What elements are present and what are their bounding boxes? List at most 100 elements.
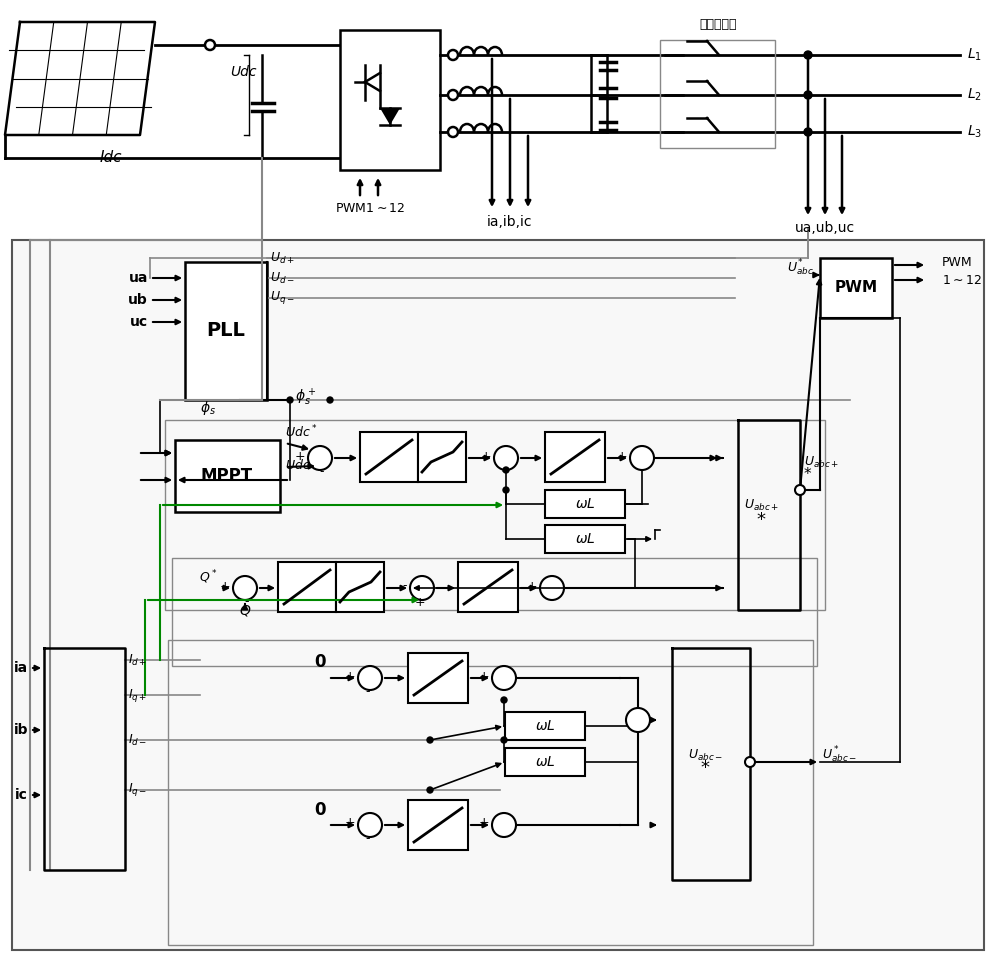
Text: MPPT: MPPT bbox=[201, 467, 253, 485]
Circle shape bbox=[358, 666, 382, 690]
Text: $I_{q-}$: $I_{q-}$ bbox=[128, 782, 147, 798]
Circle shape bbox=[287, 397, 293, 403]
Bar bbox=[545, 525, 625, 553]
Bar bbox=[165, 420, 825, 610]
Text: ia,ib,ic: ia,ib,ic bbox=[487, 215, 533, 229]
Text: ia: ia bbox=[14, 661, 28, 675]
Text: $\omega L$: $\omega L$ bbox=[535, 719, 555, 733]
Bar bbox=[336, 562, 384, 612]
Circle shape bbox=[630, 446, 654, 470]
Bar bbox=[408, 653, 468, 703]
Bar bbox=[660, 40, 775, 148]
Circle shape bbox=[448, 90, 458, 100]
Text: $\omega L$: $\omega L$ bbox=[575, 497, 595, 511]
Text: $L_2$: $L_2$ bbox=[967, 87, 982, 103]
Text: $U_{d+}$: $U_{d+}$ bbox=[270, 251, 295, 265]
Text: 0: 0 bbox=[314, 801, 326, 819]
Text: $U_{abc-}$: $U_{abc-}$ bbox=[688, 747, 722, 763]
Text: ib: ib bbox=[14, 723, 28, 737]
Text: $Q^*$: $Q^*$ bbox=[199, 568, 218, 586]
Text: $L_3$: $L_3$ bbox=[967, 123, 982, 140]
Bar bbox=[505, 748, 585, 776]
Text: $U_{abc+}$: $U_{abc+}$ bbox=[804, 454, 839, 469]
Text: ic: ic bbox=[15, 788, 28, 802]
Bar bbox=[12, 240, 984, 950]
Text: 0: 0 bbox=[314, 653, 326, 671]
Text: ua: ua bbox=[129, 271, 148, 285]
Text: ub: ub bbox=[128, 293, 148, 307]
Bar bbox=[458, 562, 518, 612]
Text: -: - bbox=[502, 466, 506, 478]
Circle shape bbox=[410, 576, 434, 600]
Text: $Udc^*$: $Udc^*$ bbox=[285, 424, 317, 441]
Text: +: + bbox=[478, 670, 489, 683]
Text: PWM: PWM bbox=[834, 281, 878, 296]
Text: *: * bbox=[700, 759, 710, 777]
Text: +: + bbox=[526, 579, 537, 593]
Bar bbox=[418, 432, 466, 482]
Text: 交流接触器: 交流接触器 bbox=[699, 18, 737, 32]
Text: uc: uc bbox=[130, 315, 148, 329]
Text: -: - bbox=[320, 466, 324, 478]
Text: -: - bbox=[402, 579, 407, 593]
Text: $U_{abc+}$: $U_{abc+}$ bbox=[744, 497, 778, 513]
Text: PLL: PLL bbox=[207, 322, 245, 340]
Circle shape bbox=[492, 666, 516, 690]
Bar bbox=[185, 262, 267, 400]
Text: +: + bbox=[415, 596, 425, 608]
Text: *: * bbox=[804, 467, 812, 481]
Circle shape bbox=[795, 485, 805, 495]
Text: $\phi_s^+$: $\phi_s^+$ bbox=[295, 387, 316, 408]
Text: ua,ub,uc: ua,ub,uc bbox=[795, 221, 855, 235]
Text: Idc: Idc bbox=[100, 150, 122, 166]
Circle shape bbox=[503, 487, 509, 493]
Text: +: + bbox=[344, 817, 355, 829]
Bar bbox=[175, 440, 280, 512]
Circle shape bbox=[205, 40, 215, 50]
Text: $\omega L$: $\omega L$ bbox=[575, 532, 595, 546]
Text: $U_{abc-}^*$: $U_{abc-}^*$ bbox=[822, 745, 857, 765]
Text: *: * bbox=[757, 511, 766, 529]
Bar bbox=[172, 558, 817, 666]
Text: $I_{d-}$: $I_{d-}$ bbox=[128, 733, 147, 747]
Polygon shape bbox=[380, 108, 400, 125]
Circle shape bbox=[626, 708, 650, 732]
Text: +: + bbox=[478, 817, 489, 829]
Circle shape bbox=[233, 576, 257, 600]
Circle shape bbox=[804, 51, 812, 59]
Text: $U_{abc}^{*}$: $U_{abc}^{*}$ bbox=[787, 257, 814, 279]
Text: -: - bbox=[245, 596, 249, 608]
Circle shape bbox=[804, 128, 812, 136]
Text: -: - bbox=[366, 685, 370, 699]
Circle shape bbox=[501, 737, 507, 743]
Circle shape bbox=[804, 91, 812, 99]
Bar bbox=[545, 490, 625, 518]
Text: -: - bbox=[366, 833, 370, 845]
Text: +: + bbox=[294, 449, 305, 463]
Text: PWM1$\sim$12: PWM1$\sim$12 bbox=[335, 201, 405, 215]
Bar bbox=[820, 258, 892, 318]
Circle shape bbox=[492, 813, 516, 837]
Text: $Q$: $Q$ bbox=[239, 602, 251, 618]
Text: $\phi_s$: $\phi_s$ bbox=[200, 399, 216, 417]
Bar bbox=[545, 432, 605, 482]
Text: PWM: PWM bbox=[942, 255, 973, 269]
Circle shape bbox=[501, 697, 507, 703]
Text: Udc: Udc bbox=[230, 65, 256, 79]
Bar bbox=[408, 800, 468, 850]
Text: +: + bbox=[344, 670, 355, 683]
Circle shape bbox=[745, 757, 755, 767]
Bar bbox=[168, 640, 813, 945]
Bar bbox=[360, 432, 418, 482]
Circle shape bbox=[448, 127, 458, 137]
Text: $L_1$: $L_1$ bbox=[967, 47, 982, 64]
Text: $I_{d+}$: $I_{d+}$ bbox=[128, 653, 147, 667]
Text: +: + bbox=[480, 449, 491, 463]
Text: $\omega L$: $\omega L$ bbox=[535, 755, 555, 769]
Circle shape bbox=[503, 467, 509, 473]
Text: $U_{q-}$: $U_{q-}$ bbox=[270, 289, 295, 307]
Text: $I_{q+}$: $I_{q+}$ bbox=[128, 686, 147, 704]
Text: $U_{d-}$: $U_{d-}$ bbox=[270, 271, 295, 285]
Text: +: + bbox=[219, 579, 230, 593]
Bar bbox=[340, 30, 440, 170]
